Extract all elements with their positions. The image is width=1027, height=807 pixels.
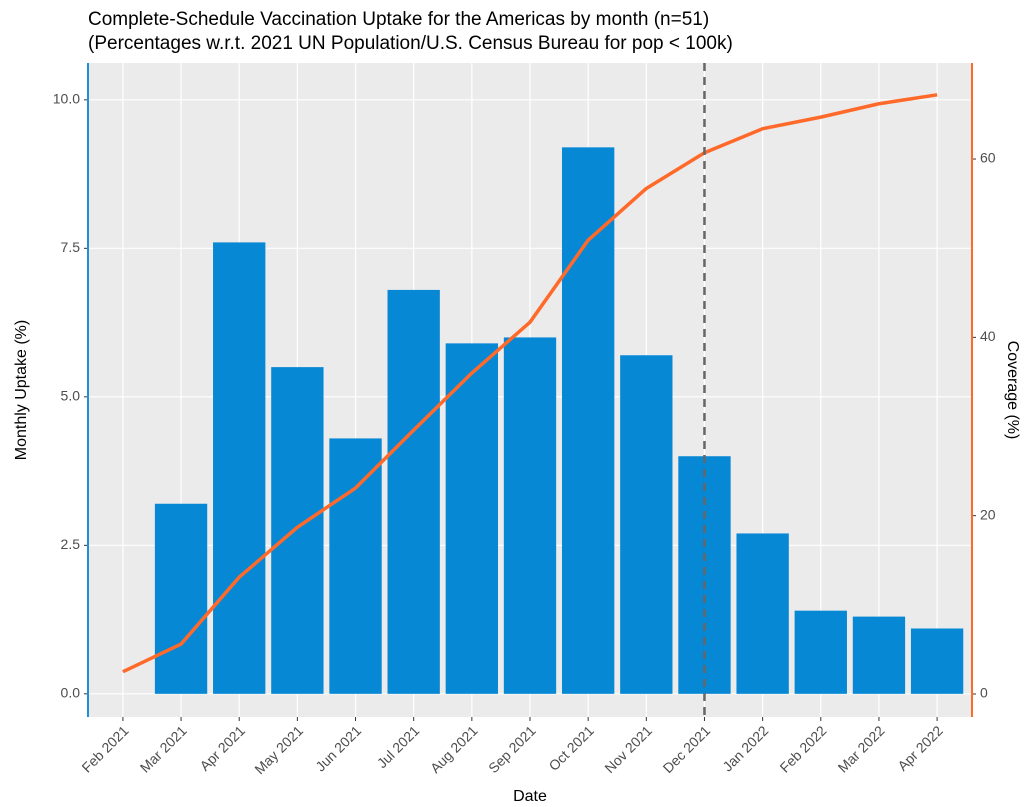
y2-tick-label: 0: [980, 685, 988, 701]
bar: [503, 337, 557, 694]
y2-axis-title: Coverage (%): [1004, 341, 1021, 440]
x-tick-label: Feb 2022: [776, 722, 829, 775]
bar: [154, 503, 208, 694]
bar: [620, 355, 673, 694]
x-tick-label: May 2021: [251, 722, 306, 777]
x-tick-label: Jul 2021: [374, 722, 423, 771]
y-tick-label: 7.5: [61, 239, 81, 255]
x-tick-label: Dec 2021: [660, 722, 714, 776]
bar: [910, 628, 964, 694]
bar: [445, 343, 499, 694]
bar: [736, 533, 789, 694]
x-tick-label: Sep 2021: [485, 722, 539, 776]
chart-subtitle: (Percentages w.r.t. 2021 UN Population/U…: [88, 33, 733, 54]
x-tick-label: Apr 2022: [894, 722, 946, 774]
bar: [271, 367, 324, 694]
bar: [794, 610, 847, 694]
y-tick-label: 2.5: [61, 536, 81, 552]
x-tick-label: Mar 2022: [835, 722, 888, 775]
bar: [213, 242, 266, 694]
y-axis-title: Monthly Uptake (%): [13, 320, 30, 461]
x-tick-label: Aug 2021: [427, 722, 481, 776]
y2-tick-label: 60: [980, 150, 996, 166]
bar: [561, 147, 615, 694]
y2-tick-label: 20: [980, 506, 996, 522]
x-tick-label: Apr 2021: [196, 722, 248, 774]
x-tick-label: Jun 2021: [312, 722, 364, 774]
y2-tick-label: 40: [980, 328, 996, 344]
x-tick-label: Feb 2021: [78, 722, 131, 775]
y-tick-label: 5.0: [61, 388, 81, 404]
x-tick-label: Nov 2021: [601, 722, 655, 776]
x-tick-label: Mar 2021: [137, 722, 190, 775]
y-tick-label: 10.0: [53, 91, 80, 107]
chart-title: Complete-Schedule Vaccination Uptake for…: [88, 9, 709, 30]
y-tick-label: 0.0: [61, 685, 81, 701]
line: [122, 93, 938, 674]
bar: [387, 289, 440, 694]
x-tick-label: Oct 2021: [545, 722, 597, 774]
x-axis-title: Date: [513, 788, 547, 805]
bar: [329, 438, 382, 694]
x-tick-label: Jan 2022: [719, 722, 771, 774]
bar: [852, 616, 906, 694]
